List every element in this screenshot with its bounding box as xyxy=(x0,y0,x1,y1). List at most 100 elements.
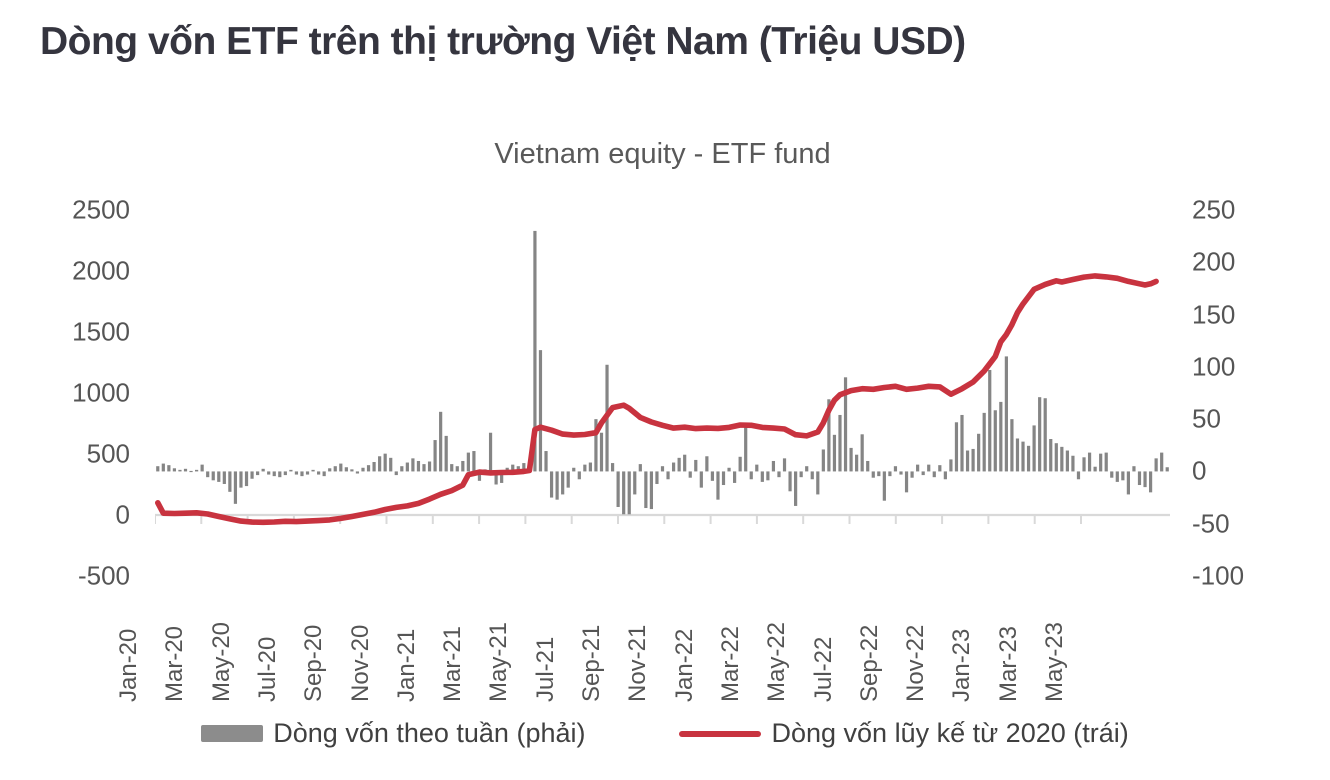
legend-label-weekly: Dòng vốn theo tuần (phải) xyxy=(273,718,586,748)
left-axis-tick-label: 2000 xyxy=(72,255,130,286)
weekly-flow-bar xyxy=(328,468,332,472)
weekly-flow-bar xyxy=(705,456,709,472)
weekly-flow-bar xyxy=(644,471,648,509)
weekly-flow-bar xyxy=(167,465,171,472)
weekly-flow-bar xyxy=(183,468,188,472)
weekly-flow-bar xyxy=(344,467,348,472)
weekly-flow-bar xyxy=(794,471,798,506)
weekly-flow-bar xyxy=(494,471,498,485)
weekly-flow-bar xyxy=(1060,446,1064,472)
weekly-flow-bar xyxy=(317,471,321,475)
weekly-flow-bar xyxy=(782,458,787,472)
weekly-flow-bar xyxy=(411,458,415,472)
weekly-flow-bar xyxy=(932,471,936,478)
weekly-flow-bar xyxy=(916,464,920,472)
weekly-flow-bar xyxy=(855,454,859,472)
weekly-flow-bar xyxy=(267,471,271,475)
weekly-flow-bar xyxy=(1021,441,1025,472)
weekly-flow-bar xyxy=(688,471,692,478)
chart-legend: Dòng vốn theo tuần (phải) Dòng vốn lũy k… xyxy=(0,718,1330,749)
x-axis-tick-label: Mar-21 xyxy=(439,625,467,702)
left-axis-tick-label: 2500 xyxy=(72,194,130,225)
weekly-flow-bar xyxy=(877,471,881,477)
weekly-flow-bar xyxy=(366,465,371,472)
weekly-flow-bar xyxy=(289,469,293,472)
x-axis-tick-label: Nov-20 xyxy=(346,624,374,702)
weekly-flow-bar xyxy=(1165,467,1169,472)
weekly-flow-bar xyxy=(954,422,959,472)
weekly-flow-bar xyxy=(1032,425,1036,472)
weekly-flow-bar xyxy=(666,471,670,480)
weekly-flow-bar xyxy=(372,462,376,472)
weekly-flow-bar xyxy=(1015,438,1020,472)
weekly-flow-bar xyxy=(683,454,687,472)
weekly-flow-bar xyxy=(843,377,848,472)
weekly-flow-bar xyxy=(422,464,426,472)
weekly-flow-bar xyxy=(988,369,992,472)
plot-area xyxy=(154,210,1170,576)
x-axis-tick-label: Mar-20 xyxy=(161,625,189,702)
weekly-flow-bar xyxy=(832,434,837,472)
weekly-flow-bar xyxy=(1076,471,1081,480)
weekly-flow-bar xyxy=(433,440,437,472)
weekly-flow-bar xyxy=(999,401,1003,472)
weekly-flow-bar xyxy=(161,463,165,472)
x-axis-tick-label: May-22 xyxy=(763,621,791,702)
weekly-flow-bar xyxy=(766,471,770,481)
weekly-flow-bar xyxy=(333,466,337,472)
weekly-flow-bar xyxy=(200,464,204,472)
weekly-flow-bar xyxy=(860,434,864,472)
weekly-flow-bar xyxy=(566,471,570,488)
weekly-flow-bar xyxy=(977,433,981,472)
weekly-flow-bar xyxy=(256,471,260,476)
weekly-flow-bar xyxy=(311,469,315,472)
weekly-flow-bar xyxy=(572,467,576,472)
weekly-flow-bar xyxy=(816,471,820,495)
weekly-flow-bar xyxy=(555,471,559,500)
weekly-flow-bar xyxy=(888,471,892,477)
weekly-flow-bar xyxy=(1093,466,1097,472)
weekly-flow-bar xyxy=(755,464,759,472)
weekly-flow-bar xyxy=(938,465,942,472)
weekly-flow-bar xyxy=(583,464,587,472)
weekly-flow-bar xyxy=(971,448,975,472)
x-axis-tick-label: Jul-21 xyxy=(531,636,559,702)
weekly-flow-bar xyxy=(899,471,903,475)
weekly-flow-bar xyxy=(389,457,393,472)
weekly-flow-bar xyxy=(599,432,604,472)
weekly-flow-bar xyxy=(294,471,299,475)
weekly-flow-bar xyxy=(206,471,210,478)
weekly-flow-bar xyxy=(649,471,654,510)
left-axis-tick-label: 1000 xyxy=(72,377,130,408)
weekly-flow-bar xyxy=(461,460,465,472)
weekly-flow-bar xyxy=(500,471,504,483)
weekly-flow-bar xyxy=(544,451,548,472)
weekly-flow-bar xyxy=(1010,419,1014,472)
weekly-flow-bar xyxy=(283,471,287,476)
chart-title: Vietnam equity - ETF fund xyxy=(494,138,831,170)
weekly-flow-bar xyxy=(871,471,875,478)
weekly-flow-bar xyxy=(394,471,398,476)
weekly-flow-bar xyxy=(821,449,825,472)
weekly-flow-bar xyxy=(943,471,947,480)
x-axis-tick-label: May-20 xyxy=(207,621,235,702)
weekly-flow-bar xyxy=(172,468,177,472)
left-axis-tick-label: 0 xyxy=(115,499,130,530)
x-axis-tick-label: Mar-23 xyxy=(994,625,1022,702)
weekly-flow-bar xyxy=(799,471,803,478)
x-axis-tick-label: Jan-23 xyxy=(948,628,976,702)
weekly-flow-bar xyxy=(522,463,526,472)
weekly-flow-bar xyxy=(516,466,520,472)
right-axis-tick-label: 100 xyxy=(1192,351,1236,382)
weekly-flow-bar xyxy=(965,450,970,472)
weekly-flow-bar xyxy=(677,457,681,472)
weekly-flow-bar xyxy=(788,471,792,492)
red-line-swatch xyxy=(679,730,762,737)
weekly-flow-bar xyxy=(638,464,642,472)
weekly-flow-bar xyxy=(577,471,581,480)
weekly-flow-bar xyxy=(660,466,665,472)
weekly-flow-bar xyxy=(771,460,776,472)
weekly-flow-bar xyxy=(1148,471,1153,493)
weekly-flow-bar xyxy=(455,466,459,472)
